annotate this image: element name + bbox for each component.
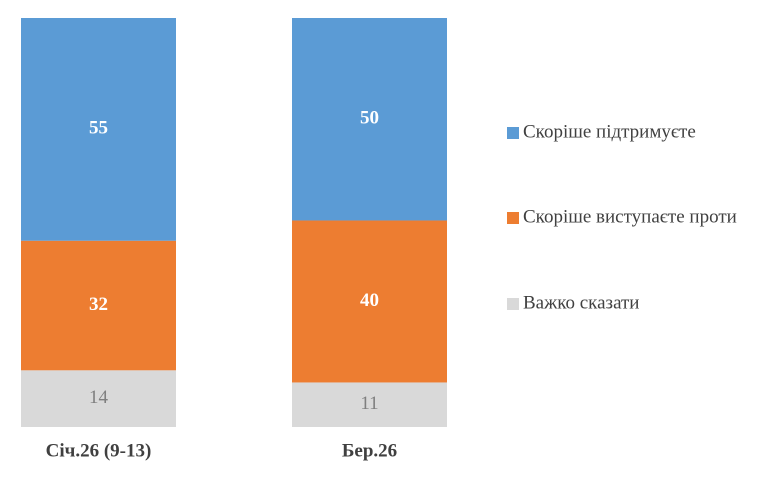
legend-label: Скоріше виступаєте проти	[523, 206, 737, 227]
bar-segment	[21, 240, 176, 371]
bar-segment	[21, 18, 176, 241]
data-label: 55	[89, 118, 108, 139]
x-tick-label: Бер.26	[342, 440, 397, 461]
data-label: 14	[89, 387, 109, 408]
bar-segment	[21, 370, 176, 427]
data-label: 40	[360, 290, 379, 311]
bar-segment	[292, 220, 447, 383]
legend-swatch	[507, 212, 519, 224]
data-label: 11	[360, 393, 378, 414]
legend-swatch	[507, 298, 519, 310]
legend-label: Важко сказати	[523, 292, 639, 313]
data-label: 32	[89, 294, 108, 315]
x-tick-label: Січ.26 (9-13)	[46, 440, 152, 461]
bar-segment	[292, 18, 447, 221]
legend-label: Скоріше підтримуєте	[523, 121, 696, 142]
legend-swatch	[507, 127, 519, 139]
bar-segment	[292, 382, 447, 427]
data-label: 50	[360, 108, 379, 129]
